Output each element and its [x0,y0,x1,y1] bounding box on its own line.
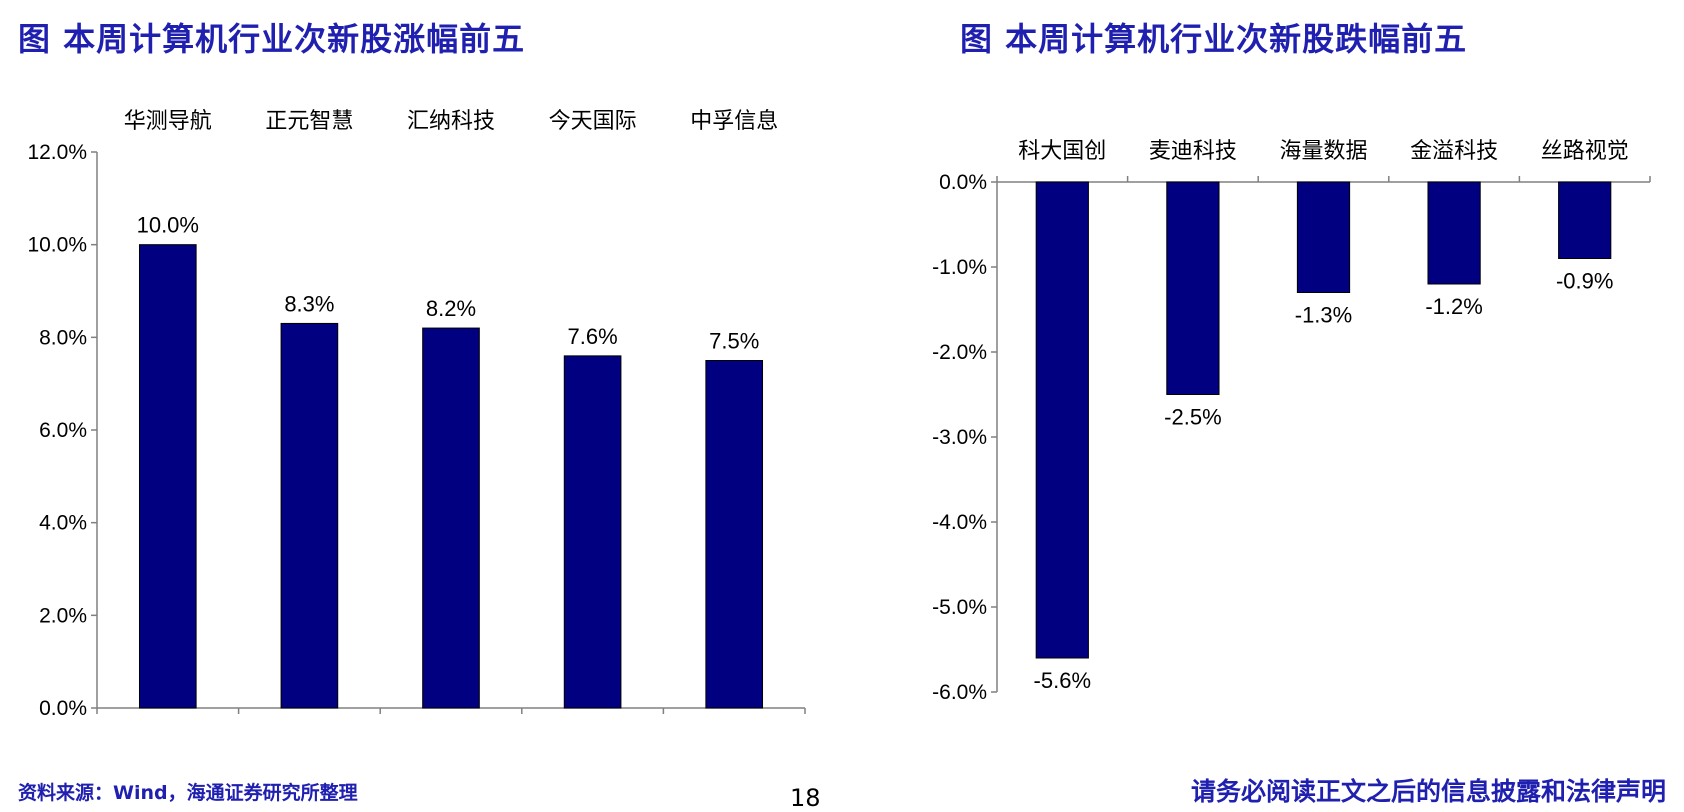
bar [1035,181,1089,659]
data-label: -5.6% [1034,668,1091,693]
y-tick-label: 10.0% [27,234,87,257]
bar [422,327,480,709]
y-tick-label: 12.0% [27,141,87,164]
category-label: 金溢科技 [1410,139,1498,164]
data-label: 7.5% [709,329,759,354]
left-chart-title: 图 本周计算机行业次新股涨幅前五 [18,20,526,58]
y-tick-label: 0.0% [939,171,987,194]
bar [705,360,764,709]
category-label: 海量数据 [1279,139,1367,164]
data-label: 8.3% [284,291,334,316]
category-label: 丝路视觉 [1541,139,1629,164]
source-note: 资料来源：Wind，海通证券研究所整理 [18,782,358,804]
bar [138,244,197,709]
page-number: 18 [790,784,821,812]
y-tick-label: 4.0% [39,512,87,535]
data-label: -0.9% [1556,269,1613,294]
data-label: 8.2% [426,296,476,321]
bar [280,322,339,709]
category-label: 今天国际 [549,109,637,134]
category-label: 麦迪科技 [1149,139,1237,164]
y-tick-label: 8.0% [39,326,87,349]
bar [1166,181,1220,395]
bar [1296,181,1351,293]
y-tick-label: 6.0% [39,419,87,442]
data-label: 10.0% [137,213,199,238]
y-tick-label: -3.0% [932,426,987,449]
data-label: 7.6% [568,324,618,349]
gainers-bar-chart: 0.0% 2.0% 4.0% 6.0% 8.0% 10.0% 12.0% 10.0% 华测导航 8… [27,109,806,720]
right-chart-title: 图 本周计算机行业次新股跌幅前五 [960,20,1468,58]
category-label: 正元智慧 [265,109,353,134]
y-tick-label: -2.0% [932,341,987,364]
y-tick-label: -4.0% [932,511,987,534]
category-label: 中孚信息 [690,109,778,134]
data-label: -1.2% [1425,294,1482,319]
y-tick-label: 0.0% [39,697,87,720]
category-label: 华测导航 [124,109,212,134]
bar [1558,181,1612,259]
category-label: 科大国创 [1018,139,1106,164]
y-tick-label: -1.0% [932,256,987,279]
y-tick-label: 2.0% [39,604,87,627]
bar [1427,181,1481,285]
data-label: -1.3% [1295,303,1352,328]
data-label: -2.5% [1164,405,1221,430]
y-tick-label: -5.0% [932,596,987,619]
category-label: 汇纳科技 [407,109,495,134]
bar [563,355,622,709]
losers-bar-chart: 0.0% -1.0% -2.0% -3.0% -4.0% -5.0% -6.0% -5.6% 科… [932,139,1651,704]
disclaimer-link[interactable]: 请务必阅读正文之后的信息披露和法律声明 [1190,777,1666,806]
y-tick-label: -6.0% [932,681,987,704]
